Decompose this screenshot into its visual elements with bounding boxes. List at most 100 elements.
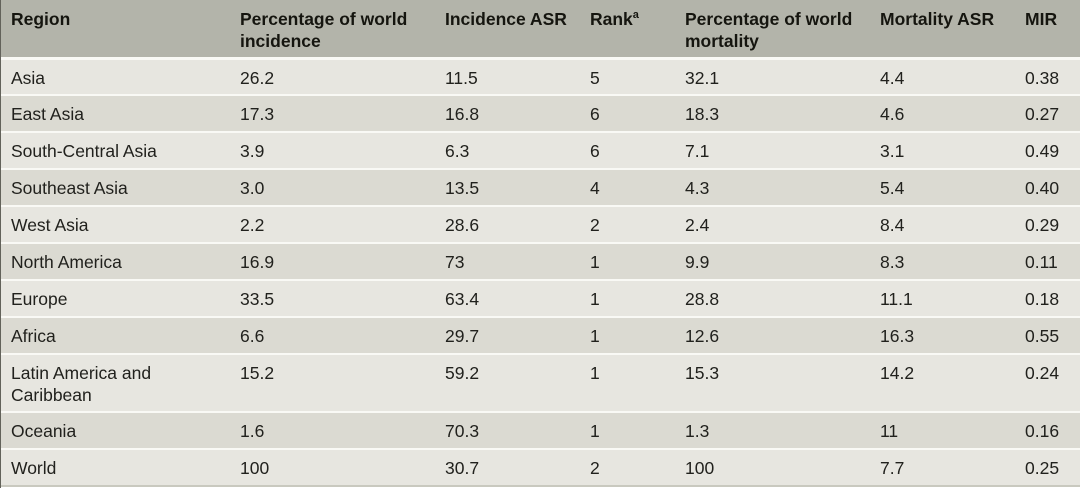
cell-mir: 0.24 — [1015, 353, 1080, 412]
cell-rank: 4 — [580, 168, 675, 206]
table-row: World 100 30.7 2 100 7.7 0.25 — [1, 448, 1080, 487]
table-row: South-Central Asia 3.9 6.3 6 7.1 3.1 0.49 — [1, 131, 1080, 169]
cell-pct_world_incidence: 15.2 — [230, 353, 435, 412]
cell-incidence_asr: 28.6 — [435, 205, 580, 243]
cell-region: Europe — [1, 279, 230, 317]
cell-pct_world_mortality: 100 — [675, 448, 870, 487]
cell-rank: 1 — [580, 316, 675, 354]
column-header-rank: Ranka — [580, 0, 675, 58]
cell-region: Africa — [1, 316, 230, 354]
cell-pct_world_mortality: 4.3 — [675, 168, 870, 206]
cell-pct_world_incidence: 17.3 — [230, 94, 435, 132]
cell-mortality_asr: 3.1 — [870, 131, 1015, 169]
cell-incidence_asr: 11.5 — [435, 56, 580, 95]
column-header-mir: MIR — [1015, 0, 1080, 58]
cell-rank: 1 — [580, 279, 675, 317]
cell-region: Asia — [1, 56, 230, 95]
cell-mir: 0.16 — [1015, 411, 1080, 449]
table-row: Europe 33.5 63.4 1 28.8 11.1 0.18 — [1, 279, 1080, 317]
cell-pct_world_incidence: 33.5 — [230, 279, 435, 317]
column-header-region: Region — [1, 0, 230, 58]
cell-rank: 1 — [580, 411, 675, 449]
cell-mortality_asr: 4.6 — [870, 94, 1015, 132]
column-header-pct_world_incidence: Percentage of world incidence — [230, 0, 435, 58]
cell-pct_world_mortality: 7.1 — [675, 131, 870, 169]
cell-incidence_asr: 59.2 — [435, 353, 580, 412]
table-row: Asia 26.2 11.5 5 32.1 4.4 0.38 — [1, 56, 1080, 95]
cell-pct_world_incidence: 16.9 — [230, 242, 435, 280]
cell-incidence_asr: 70.3 — [435, 411, 580, 449]
table-row: Africa 6.6 29.7 1 12.6 16.3 0.55 — [1, 316, 1080, 354]
cell-mir: 0.27 — [1015, 94, 1080, 132]
cell-region: West Asia — [1, 205, 230, 243]
cell-incidence_asr: 13.5 — [435, 168, 580, 206]
footnote-marker: a — [632, 9, 639, 22]
cell-mir: 0.40 — [1015, 168, 1080, 206]
cell-mortality_asr: 16.3 — [870, 316, 1015, 354]
cell-rank: 1 — [580, 242, 675, 280]
cell-rank: 5 — [580, 56, 675, 95]
table-header-row: Region Percentage of world incidence Incid… — [1, 0, 1080, 58]
cell-region: North America — [1, 242, 230, 280]
table-row: Southeast Asia 3.0 13.5 4 4.3 5.4 0.40 — [1, 168, 1080, 206]
cell-pct_world_mortality: 1.3 — [675, 411, 870, 449]
table-row: Latin America and Caribbean 15.2 59.2 1 15.3… — [1, 353, 1080, 412]
cell-mortality_asr: 11 — [870, 411, 1015, 449]
column-header-incidence_asr: Incidence ASR — [435, 0, 580, 58]
cell-region: Latin America and Caribbean — [1, 353, 230, 412]
table-row: East Asia 17.3 16.8 6 18.3 4.6 0.27 — [1, 94, 1080, 132]
table-header: Region Percentage of world incidence Incid… — [1, 0, 1080, 58]
cell-region: World — [1, 448, 230, 487]
cell-pct_world_incidence: 26.2 — [230, 56, 435, 95]
cell-mortality_asr: 14.2 — [870, 353, 1015, 412]
cell-pct_world_mortality: 18.3 — [675, 94, 870, 132]
cell-rank: 2 — [580, 448, 675, 487]
cell-mir: 0.55 — [1015, 316, 1080, 354]
table-row: Oceania 1.6 70.3 1 1.3 11 0.16 — [1, 411, 1080, 449]
table-row: West Asia 2.2 28.6 2 2.4 8.4 0.29 — [1, 205, 1080, 243]
cell-mortality_asr: 5.4 — [870, 168, 1015, 206]
cell-incidence_asr: 73 — [435, 242, 580, 280]
cell-region: South-Central Asia — [1, 131, 230, 169]
cell-pct_world_incidence: 100 — [230, 448, 435, 487]
cell-mortality_asr: 8.4 — [870, 205, 1015, 243]
cell-pct_world_mortality: 28.8 — [675, 279, 870, 317]
cell-region: East Asia — [1, 94, 230, 132]
cell-rank: 2 — [580, 205, 675, 243]
cell-pct_world_mortality: 15.3 — [675, 353, 870, 412]
cell-region: Oceania — [1, 411, 230, 449]
cell-mir: 0.25 — [1015, 448, 1080, 487]
cell-incidence_asr: 16.8 — [435, 94, 580, 132]
cell-mir: 0.18 — [1015, 279, 1080, 317]
cell-pct_world_incidence: 3.9 — [230, 131, 435, 169]
cell-rank: 1 — [580, 353, 675, 412]
cell-mortality_asr: 7.7 — [870, 448, 1015, 487]
cell-mir: 0.29 — [1015, 205, 1080, 243]
cell-pct_world_incidence: 1.6 — [230, 411, 435, 449]
cell-rank: 6 — [580, 131, 675, 169]
cell-region: Southeast Asia — [1, 168, 230, 206]
cell-pct_world_mortality: 2.4 — [675, 205, 870, 243]
cell-mir: 0.49 — [1015, 131, 1080, 169]
table-row: North America 16.9 73 1 9.9 8.3 0.11 — [1, 242, 1080, 280]
cell-pct_world_mortality: 32.1 — [675, 56, 870, 95]
cell-mortality_asr: 8.3 — [870, 242, 1015, 280]
cell-mortality_asr: 11.1 — [870, 279, 1015, 317]
cell-mir: 0.38 — [1015, 56, 1080, 95]
cell-mir: 0.11 — [1015, 242, 1080, 280]
column-header-pct_world_mortality: Percentage of world mortality — [675, 0, 870, 58]
cell-pct_world_mortality: 9.9 — [675, 242, 870, 280]
table-body: Asia 26.2 11.5 5 32.1 4.4 0.38 East Asia 17.3 16.… — [1, 56, 1080, 487]
cell-incidence_asr: 6.3 — [435, 131, 580, 169]
cell-incidence_asr: 29.7 — [435, 316, 580, 354]
cell-rank: 6 — [580, 94, 675, 132]
cell-pct_world_incidence: 6.6 — [230, 316, 435, 354]
cell-incidence_asr: 63.4 — [435, 279, 580, 317]
cell-incidence_asr: 30.7 — [435, 448, 580, 487]
cell-pct_world_mortality: 12.6 — [675, 316, 870, 354]
cell-mortality_asr: 4.4 — [870, 56, 1015, 95]
cell-pct_world_incidence: 2.2 — [230, 205, 435, 243]
cell-pct_world_incidence: 3.0 — [230, 168, 435, 206]
